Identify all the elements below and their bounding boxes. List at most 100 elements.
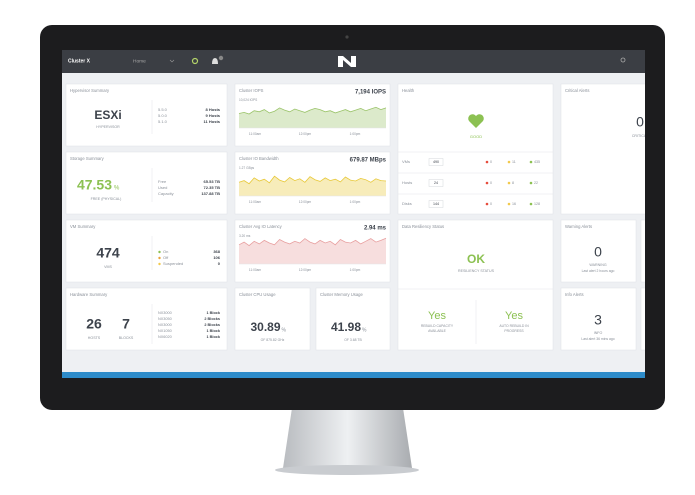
- total-box: [428, 200, 444, 208]
- hypervisor-name: ESXi: [94, 108, 121, 122]
- block-count: 1 Block: [206, 311, 220, 315]
- area-fill: [239, 238, 386, 264]
- current-value: 2.94 ms: [364, 226, 387, 232]
- alert-count: 3: [594, 312, 602, 328]
- time-label: 1:00pm: [350, 132, 361, 136]
- panel: [560, 287, 637, 351]
- resiliency-status: OK: [467, 252, 485, 266]
- panel: [234, 219, 391, 283]
- usage-unit: %: [362, 327, 367, 333]
- time-label: 12:00pm: [299, 268, 312, 272]
- cluster-name[interactable]: Cluster X: [68, 58, 91, 64]
- health-count: 0: [490, 202, 492, 206]
- storage-row-name: Free: [158, 179, 167, 184]
- bell-badge: [218, 55, 224, 61]
- health-total: 144: [433, 202, 439, 206]
- panel: [65, 219, 228, 283]
- caret[interactable]: [169, 59, 175, 63]
- panel: [65, 83, 228, 147]
- host-count: 11 Hosts: [204, 119, 221, 124]
- alert-count: 0: [636, 114, 644, 130]
- search-icon[interactable]: [620, 57, 626, 63]
- block-count: 7: [122, 316, 130, 332]
- storage-row-value: 65.53 TB: [204, 179, 221, 184]
- alert-label: WARNING: [589, 263, 606, 267]
- screen: Cluster X Home Hypervisor Summary ESXi HYPER…: [62, 50, 645, 378]
- area-fill: [239, 107, 386, 128]
- status-dot: [529, 181, 533, 185]
- vm-row-value: 368: [213, 249, 220, 254]
- max-label: 10,024 IOPS: [239, 98, 257, 102]
- health-count: 128: [534, 202, 540, 206]
- panel-title: VM Summary: [70, 224, 96, 229]
- panel-title: Cluster Memory Usage: [320, 292, 363, 297]
- version: 5.1.0: [158, 119, 168, 124]
- usage-unit: %: [282, 327, 287, 333]
- usage-value: 41.98: [331, 320, 361, 334]
- panel-title: Warning Alerts: [565, 224, 592, 229]
- status-dot: [485, 181, 489, 185]
- status-dot: [507, 160, 511, 164]
- camera: [345, 35, 349, 39]
- panel-title: Critical Alerts: [565, 88, 589, 93]
- panel-title: Cluster CPU Usage: [239, 292, 276, 297]
- vm-row-name: Suspended: [163, 261, 183, 266]
- time-label: 11:00am: [249, 132, 262, 136]
- panel: [560, 83, 645, 215]
- model: NX3000: [158, 323, 172, 327]
- usage-value: 30.89: [250, 320, 280, 334]
- stand-base: [275, 465, 419, 475]
- health-total: 490: [433, 160, 439, 164]
- panel: [315, 287, 391, 351]
- panel: [65, 151, 228, 215]
- host-count: 8 Hosts: [206, 107, 221, 112]
- bell-icon[interactable]: [212, 58, 218, 64]
- resiliency-item-label: REBUILD CAPACITY: [421, 324, 454, 328]
- version: 5.0.0: [158, 113, 168, 118]
- health-count: 16: [512, 202, 516, 206]
- health-row-name: VMs: [402, 159, 410, 164]
- alert-note: Last alert 2 hours ago: [582, 269, 615, 273]
- vm-row-name: Off: [163, 255, 169, 260]
- panel: [234, 83, 391, 147]
- blocks-label: BLOCKS: [119, 336, 134, 340]
- hosts-label: HOSTS: [88, 336, 101, 340]
- health-count: 22: [534, 181, 538, 185]
- alert-count: 0: [594, 244, 602, 260]
- health-total: 24: [434, 181, 438, 185]
- panel-title: Hardware Summary: [70, 292, 108, 297]
- health-icon[interactable]: [191, 57, 199, 65]
- model: NX3050: [158, 317, 172, 321]
- panel: [65, 287, 228, 351]
- max-label: 1.27 GBps: [239, 166, 254, 170]
- panel-title: Cluster IOPS: [239, 88, 264, 93]
- total-box: [428, 158, 444, 166]
- resiliency-item-label: AUTO REBUILD IN: [499, 324, 529, 328]
- time-label: 1:00pm: [350, 200, 361, 204]
- area-fill: [239, 176, 386, 196]
- health-status: GOOD: [470, 134, 482, 139]
- nav-home[interactable]: Home: [133, 58, 146, 64]
- health-count: 8: [512, 181, 514, 185]
- sparkline: [238, 237, 387, 247]
- panel: [397, 83, 554, 215]
- model: NX3000: [158, 311, 172, 315]
- logo: [338, 56, 356, 67]
- status-dot: [507, 181, 511, 185]
- panel-title: Hypervisor Summary: [70, 88, 110, 93]
- block-count: 2 Blocks: [204, 323, 220, 327]
- panel-title: Health: [402, 88, 415, 93]
- panel-title: Cluster Avg IO Latency: [239, 224, 283, 229]
- health-count: 0: [490, 181, 492, 185]
- vm-row-name: On: [163, 249, 168, 254]
- time-label: 1:00pm: [350, 268, 361, 272]
- legend-dot: [158, 250, 161, 254]
- host-count: 26: [86, 316, 102, 332]
- panel-title: Storage Summary: [70, 156, 105, 161]
- time-label: 12:00pm: [299, 132, 312, 136]
- heart-icon: [468, 114, 484, 128]
- status-dot: [485, 202, 489, 206]
- time-label: 12:00pm: [299, 200, 312, 204]
- status-dot: [507, 202, 511, 206]
